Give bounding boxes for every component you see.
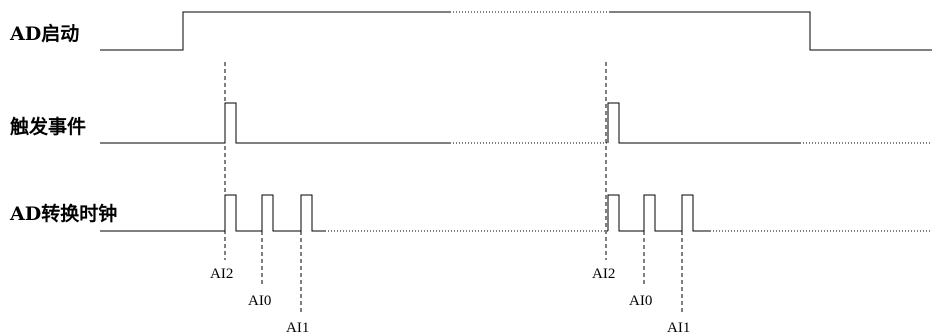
ad-start-waveform: [100, 11, 932, 51]
channel-label-ai1-1: AI1: [286, 320, 309, 336]
channel-label-ai0-2: AI0: [629, 293, 652, 309]
channel-label-ai2-2: AI2: [592, 266, 615, 282]
trigger-event-waveform: [100, 102, 932, 144]
clock-pulses-group-1: [100, 194, 325, 232]
clock-pulses-group-2: [607, 194, 710, 232]
trigger-event-label: 触发事件: [10, 115, 86, 138]
channel-label-ai1-2: AI1: [667, 320, 690, 336]
ad-start-wave-seg-1: [100, 11, 450, 51]
ad-conv-clock-waveform: [100, 194, 932, 232]
ad-conv-clock-label: AD转换时钟: [9, 202, 117, 225]
channel-label-ai0-1: AI0: [248, 293, 271, 309]
trigger-pulse-1: [100, 102, 450, 144]
ad-start-wave-seg-2: [610, 11, 932, 51]
ad-start-label: AD启动: [9, 22, 79, 45]
trigger-pulse-2: [607, 102, 800, 144]
guide-lines: [224, 62, 683, 313]
channel-label-ai2-1: AI2: [210, 266, 233, 282]
